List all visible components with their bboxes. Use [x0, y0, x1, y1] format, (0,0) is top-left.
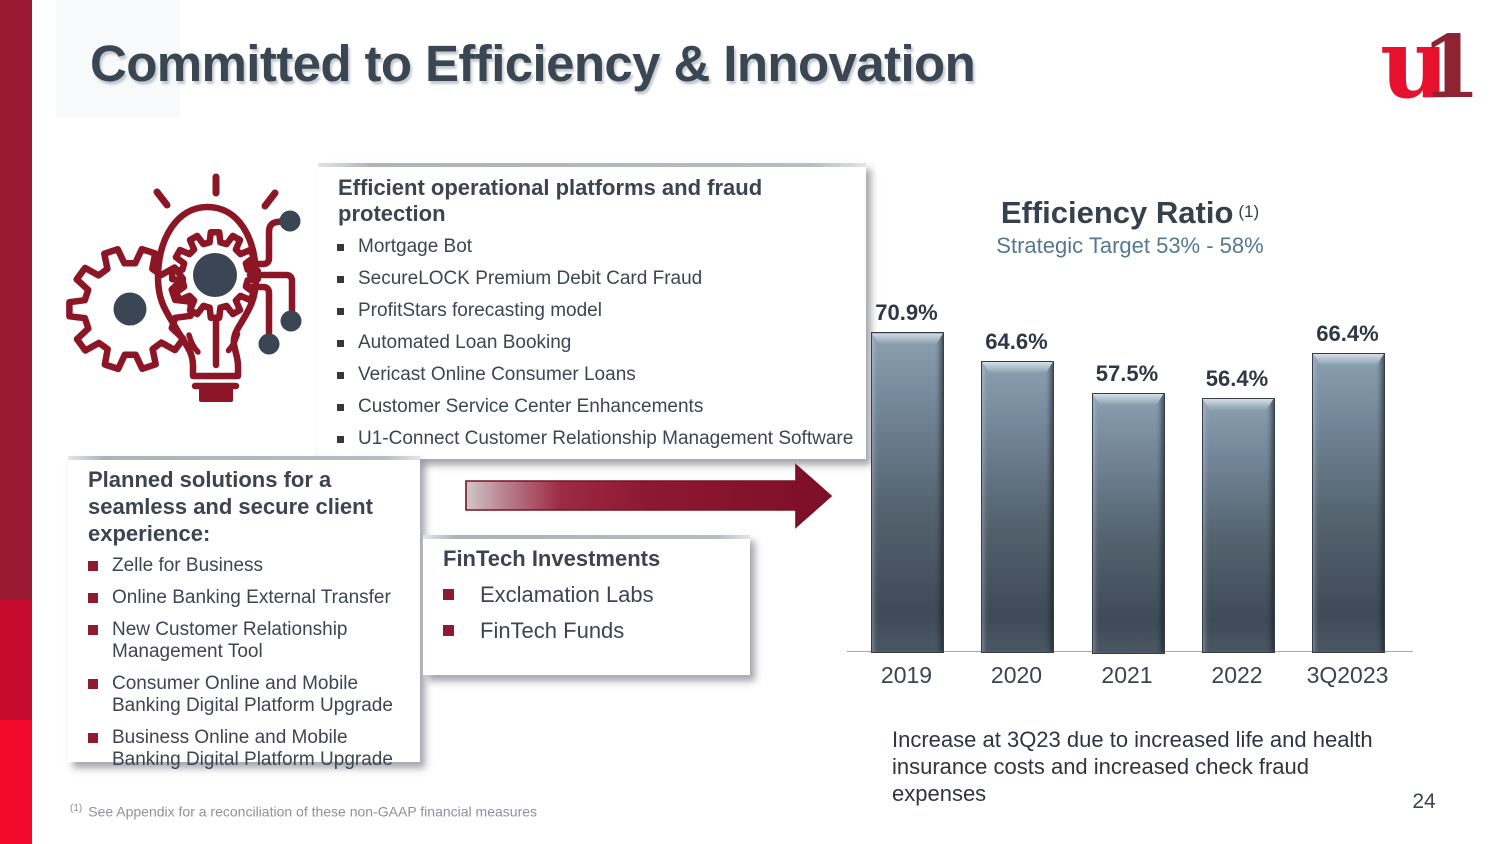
chart-title-footnote-marker: (1)	[1238, 201, 1260, 221]
circuit-trace-middle	[246, 271, 296, 314]
footnote-marker: (1)	[70, 803, 83, 814]
panel-fintech-heading: FinTech Investments	[443, 546, 661, 571]
left-accent-strip-dark	[0, 0, 32, 600]
bar-2020	[981, 360, 1054, 654]
bulb-reflection-right	[225, 331, 241, 354]
bulb-outline	[154, 203, 260, 379]
page-number: 24	[1412, 790, 1436, 813]
panel-fintech-list: Exclamation Labs FinTech Funds	[423, 582, 750, 643]
bulb-reflection-left	[186, 332, 201, 355]
list-item: Automated Loan Booking	[318, 332, 866, 354]
bar-top-bevel	[1203, 399, 1274, 410]
chart-insight-note: Increase at 3Q23 due to increased life a…	[892, 727, 1373, 806]
panel-operational-platforms: Efficient operational platforms and frau…	[318, 163, 866, 459]
left-accent-strip-bright	[0, 720, 32, 844]
list-item: Customer Service Center Enhancements	[318, 396, 866, 418]
circuit-trace-bottom	[246, 283, 273, 337]
ray-upper-left	[153, 188, 171, 209]
list-item: Vericast Online Consumer Loans	[318, 364, 866, 386]
innovation-lightbulb-gears-icon	[65, 158, 315, 408]
chart-title-text: Efficiency Ratio	[1000, 195, 1234, 230]
list-item: Consumer Online and Mobile Banking Digit…	[68, 673, 420, 717]
arrow-svg	[465, 463, 833, 529]
list-item: Online Banking External Transfer	[68, 587, 420, 609]
ray-upper-right	[261, 189, 279, 210]
panel-operational-heading: Efficient operational platforms and frau…	[338, 175, 763, 226]
bar-2019	[871, 332, 944, 654]
bar-top-bevel	[1093, 394, 1164, 405]
bar-category-label: 2021	[1101, 662, 1153, 688]
bar-category-label: 2020	[990, 662, 1043, 688]
chart-subtitle: Strategic Target 53% - 58%	[996, 233, 1264, 258]
bar-value-label: 70.9%	[875, 300, 938, 326]
circuit-node-bottom	[258, 333, 280, 355]
panel-planned-heading: Planned solutions for a seamless and sec…	[88, 467, 373, 546]
circuit-node-middle	[280, 310, 302, 332]
page-title: Committed to Efficiency & Innovation	[90, 35, 976, 92]
panel-planned-list: Zelle for Business Online Banking Externa…	[68, 555, 420, 771]
list-item: Mortgage Bot	[318, 236, 866, 258]
bar-value-label: 64.6%	[985, 328, 1048, 354]
list-item: Business Online and Mobile Banking Digit…	[68, 727, 420, 771]
logo-letter-u: u	[1380, 7, 1450, 120]
bar-top-bevel	[1313, 354, 1384, 365]
list-item: Exclamation Labs	[423, 582, 750, 607]
left-gear-outline	[66, 245, 194, 373]
left-gear-hub	[113, 292, 147, 326]
left-accent-strip-medium	[0, 600, 32, 720]
list-item: SecureLOCK Premium Debit Card Fraud	[318, 268, 866, 290]
list-item: ProfitStars forecasting model	[318, 300, 866, 322]
panel-planned-solutions: Planned solutions for a seamless and sec…	[68, 456, 420, 770]
list-item: New Customer Relationship Management Too…	[68, 619, 420, 663]
bar-category-label: 2022	[1211, 662, 1263, 688]
list-item: FinTech Funds	[423, 618, 750, 643]
bulb-gear-hub	[193, 253, 237, 297]
bar-2021	[1091, 392, 1165, 654]
bar-value-label: 56.4%	[1205, 365, 1269, 391]
list-item: U1-Connect Customer Relationship Managem…	[318, 428, 866, 450]
bar-category-label: 2019	[880, 662, 933, 688]
red-arrow-right	[465, 463, 833, 529]
lightbulb-gears-svg	[66, 173, 302, 402]
footnote: (1) See Appendix for a reconciliation of …	[70, 803, 537, 820]
logo-digit-1: 1	[1421, 17, 1481, 118]
efficiency-ratio-chart: Efficiency Ratio (1) Strategic Target 53%…	[846, 190, 1446, 700]
circuit-trace-top	[246, 218, 285, 268]
panel-fintech-investments: FinTech Investments Exclamation Labs FinT…	[423, 535, 750, 675]
list-item: Zelle for Business	[68, 555, 420, 577]
footnote-text: See Appendix for a reconciliation of the…	[88, 803, 538, 820]
panel-operational-list: Mortgage Bot SecureLOCK Premium Debit Car…	[318, 236, 866, 450]
bulb-base	[199, 388, 233, 402]
bar-value-label: 57.5%	[1095, 360, 1159, 386]
arrow-shape	[465, 463, 833, 529]
bar-category-label: 3Q2023	[1306, 662, 1389, 688]
bar-value-label: 66.4%	[1316, 320, 1379, 346]
bulb-gear-outline	[168, 228, 262, 322]
circuit-node-top	[279, 210, 301, 232]
bar-2022	[1201, 397, 1275, 654]
chart-title: Efficiency Ratio (1)	[846, 195, 1414, 230]
background-watermark	[56, 0, 180, 118]
bar-top-bevel	[872, 333, 943, 344]
bar-top-bevel	[982, 362, 1053, 373]
bar-3Q2023	[1312, 352, 1385, 654]
